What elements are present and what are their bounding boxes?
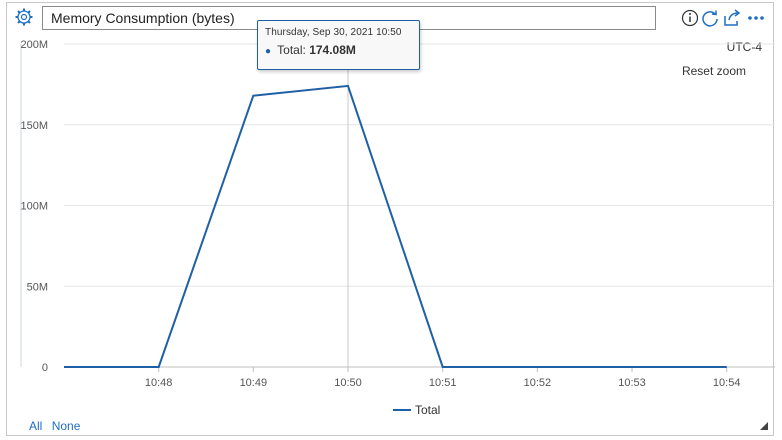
x-tick-label: 10:51 — [429, 377, 457, 389]
x-tick-label: 10:53 — [618, 377, 646, 389]
legend-label: Total — [415, 403, 441, 417]
x-tick-labels: 10:48 10:49 10:50 10:51 10:52 10:53 10:54 — [145, 367, 741, 389]
y-tick-label: 200M — [20, 39, 48, 51]
legend-item-total[interactable]: Total — [393, 403, 440, 417]
y-tick-label: 0 — [42, 362, 48, 374]
y-tick-label: 50M — [27, 281, 48, 293]
y-tick-label: 100M — [20, 201, 48, 213]
series-toggle-links: All None — [29, 419, 86, 433]
y-tick-labels: 0 50M 100M 150M 200M — [20, 39, 48, 374]
series-dot-icon: ● — [265, 46, 272, 57]
legend-swatch — [393, 409, 411, 411]
x-tick-label: 10:49 — [240, 377, 268, 389]
x-tick-label: 10:50 — [334, 377, 362, 389]
resize-handle-icon[interactable] — [760, 422, 768, 430]
x-tick-label: 10:48 — [145, 377, 173, 389]
more-icon[interactable] — [746, 8, 766, 28]
reset-zoom-button[interactable]: Reset zoom — [681, 64, 746, 78]
select-all-link[interactable]: All — [29, 419, 43, 433]
chart-panel — [6, 2, 774, 436]
refresh-icon[interactable] — [700, 8, 720, 28]
x-tick-label: 10:52 — [524, 377, 552, 389]
tooltip-series-label: Total: — [277, 43, 306, 57]
x-tick-label: 10:54 — [713, 377, 741, 389]
y-tick-label: 150M — [20, 120, 48, 132]
info-icon[interactable] — [680, 8, 700, 28]
settings-gear-icon[interactable] — [14, 7, 34, 27]
tooltip-row: ● Total: 174.08M — [265, 43, 412, 57]
share-icon[interactable] — [722, 8, 742, 28]
tooltip-value: 174.08M — [309, 43, 356, 57]
grid-lines — [20, 43, 775, 368]
data-tooltip: Thursday, Sep 30, 2021 10:50 ● Total: 17… — [257, 20, 420, 70]
select-none-link[interactable]: None — [51, 419, 81, 433]
tooltip-date: Thursday, Sep 30, 2021 10:50 — [265, 27, 402, 38]
series-line-total — [64, 84, 727, 368]
series-lines — [64, 84, 727, 368]
